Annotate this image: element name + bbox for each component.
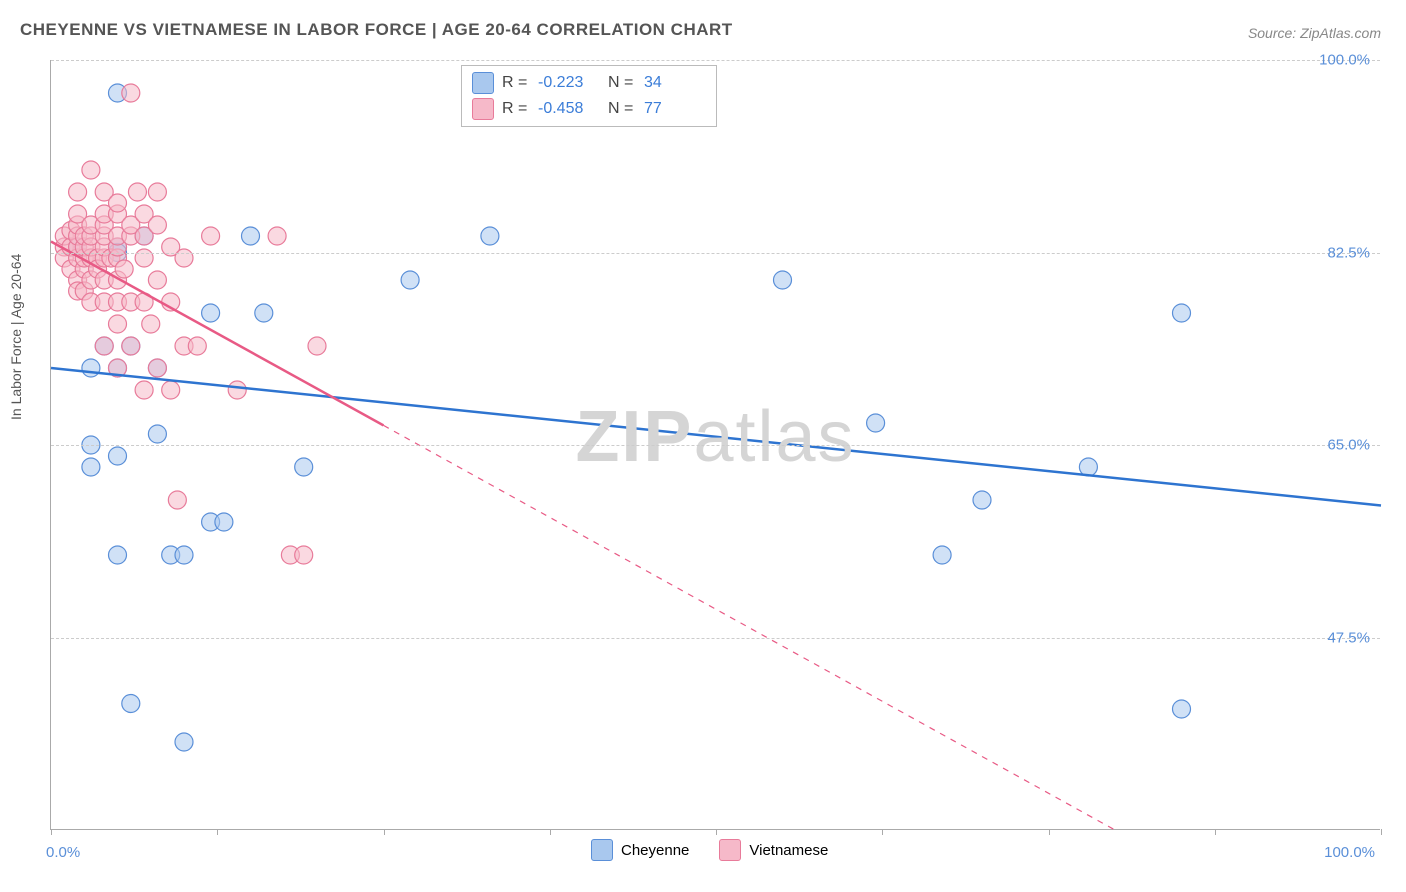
scatter-point: [188, 337, 206, 355]
y-tick-label: 100.0%: [1319, 52, 1370, 69]
scatter-point: [109, 447, 127, 465]
gridline: [51, 638, 1380, 639]
scatter-point: [202, 227, 220, 245]
x-tick: [51, 829, 52, 835]
scatter-point: [175, 733, 193, 751]
gridline: [51, 253, 1380, 254]
scatter-point: [148, 425, 166, 443]
scatter-point: [95, 337, 113, 355]
scatter-point: [109, 194, 127, 212]
scatter-point: [295, 546, 313, 564]
scatter-point: [82, 359, 100, 377]
scatter-point: [255, 304, 273, 322]
swatch-cheyenne: [472, 72, 494, 94]
scatter-point: [82, 161, 100, 179]
scatter-point: [1079, 458, 1097, 476]
scatter-point: [933, 546, 951, 564]
r-value-cheyenne: -0.223: [538, 74, 600, 92]
x-tick: [1049, 829, 1050, 835]
trend-line-solid: [51, 242, 384, 426]
scatter-point: [1173, 304, 1191, 322]
gridline: [51, 60, 1380, 61]
scatter-point: [148, 359, 166, 377]
scatter-point: [481, 227, 499, 245]
scatter-point: [109, 315, 127, 333]
scatter-point: [215, 513, 233, 531]
n-value-vietnamese: 77: [644, 100, 706, 118]
scatter-point: [148, 271, 166, 289]
x-tick: [1215, 829, 1216, 835]
scatter-point: [202, 304, 220, 322]
stats-legend: R = -0.223 N = 34 R = -0.458 N = 77: [461, 65, 717, 127]
scatter-point: [401, 271, 419, 289]
y-axis-label: In Labor Force | Age 20-64: [8, 254, 24, 420]
scatter-point: [242, 227, 260, 245]
stats-row-cheyenne: R = -0.223 N = 34: [472, 70, 706, 96]
stats-row-vietnamese: R = -0.458 N = 77: [472, 96, 706, 122]
legend-item-cheyenne: Cheyenne: [591, 839, 689, 861]
x-tick: [716, 829, 717, 835]
scatter-point: [175, 546, 193, 564]
x-tick: [217, 829, 218, 835]
scatter-point: [867, 414, 885, 432]
gridline: [51, 445, 1380, 446]
scatter-point: [148, 216, 166, 234]
plot-area: ZIPatlas R = -0.223 N = 34 R = -0.458 N …: [50, 60, 1380, 830]
scatter-point: [109, 546, 127, 564]
legend-swatch-vietnamese: [719, 839, 741, 861]
x-tick: [384, 829, 385, 835]
scatter-point: [148, 183, 166, 201]
r-value-vietnamese: -0.458: [538, 100, 600, 118]
bottom-legend: Cheyenne Vietnamese: [591, 839, 828, 861]
x-tick-label: 100.0%: [1324, 844, 1375, 861]
scatter-point: [135, 381, 153, 399]
scatter-point: [122, 84, 140, 102]
scatter-point: [122, 695, 140, 713]
legend-item-vietnamese: Vietnamese: [719, 839, 828, 861]
scatter-point: [295, 458, 313, 476]
scatter-point: [308, 337, 326, 355]
x-tick-label: 0.0%: [46, 844, 80, 861]
scatter-point: [122, 337, 140, 355]
scatter-point: [168, 491, 186, 509]
y-tick-label: 65.0%: [1327, 437, 1370, 454]
y-tick-label: 47.5%: [1327, 629, 1370, 646]
legend-label-vietnamese: Vietnamese: [749, 842, 828, 859]
scatter-point: [228, 381, 246, 399]
x-tick: [1381, 829, 1382, 835]
trend-line: [51, 368, 1381, 506]
scatter-point: [268, 227, 286, 245]
x-tick: [882, 829, 883, 835]
scatter-point: [82, 458, 100, 476]
scatter-point: [142, 315, 160, 333]
n-value-cheyenne: 34: [644, 74, 706, 92]
trend-line-dashed: [384, 425, 1116, 830]
scatter-point: [128, 183, 146, 201]
swatch-vietnamese: [472, 98, 494, 120]
scatter-point: [162, 381, 180, 399]
chart-title: CHEYENNE VS VIETNAMESE IN LABOR FORCE | …: [20, 20, 733, 40]
scatter-point: [69, 183, 87, 201]
legend-label-cheyenne: Cheyenne: [621, 842, 689, 859]
x-tick: [550, 829, 551, 835]
scatter-point: [774, 271, 792, 289]
source-attribution: Source: ZipAtlas.com: [1248, 25, 1381, 41]
y-tick-label: 82.5%: [1327, 244, 1370, 261]
scatter-point: [973, 491, 991, 509]
legend-swatch-cheyenne: [591, 839, 613, 861]
scatter-point: [115, 260, 133, 278]
scatter-point: [1173, 700, 1191, 718]
